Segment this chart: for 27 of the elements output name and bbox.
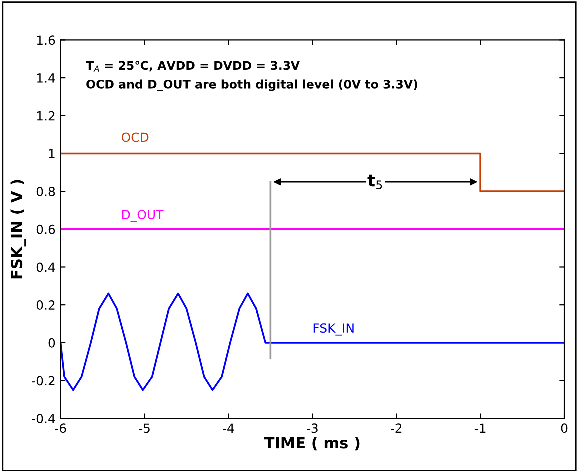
x-tick-label: -3 <box>307 424 318 434</box>
y-tick-label: 1.4 <box>37 74 56 83</box>
x-tick-label: -2 <box>390 424 402 433</box>
annotation: OCD and D_OUT are both digital level (0V to 3.3V) <box>86 80 418 92</box>
annotation: T$_{A}$ = 25℃, AVDD = DVDD = 3.3V <box>86 61 300 72</box>
annotation: t$_{5}$ <box>368 174 382 190</box>
y-tick-label: 1.6 <box>37 36 56 46</box>
y-tick-label: 0.6 <box>36 224 56 234</box>
series-label: FSK_IN <box>314 324 354 336</box>
x-axis-title: TIME ( ms ) <box>264 436 360 451</box>
line-series <box>60 292 565 392</box>
y-tick-label: 1 <box>49 149 55 158</box>
x-tick-label: -5 <box>139 424 150 434</box>
x-tick-label: -1 <box>474 424 486 433</box>
y-tick-label: 0.4 <box>36 262 56 272</box>
x-tick-label: -4 <box>223 424 234 433</box>
y-axis-title: FSK_IN ( V ) <box>10 180 26 279</box>
series-label: OCD <box>122 132 149 142</box>
y-tick-label: 0.8 <box>36 187 56 196</box>
y-tick-label: 1.2 <box>37 111 55 121</box>
series-label: D_OUT <box>122 210 164 222</box>
y-tick-label: 0 <box>48 338 56 348</box>
x-tick-label: -6 <box>55 424 66 434</box>
x-tick-label: 0 <box>561 424 568 434</box>
y-tick-label: -0.2 <box>32 376 55 386</box>
y-tick-label: -0.4 <box>32 414 56 424</box>
y-tick-label: 0.2 <box>36 300 55 310</box>
